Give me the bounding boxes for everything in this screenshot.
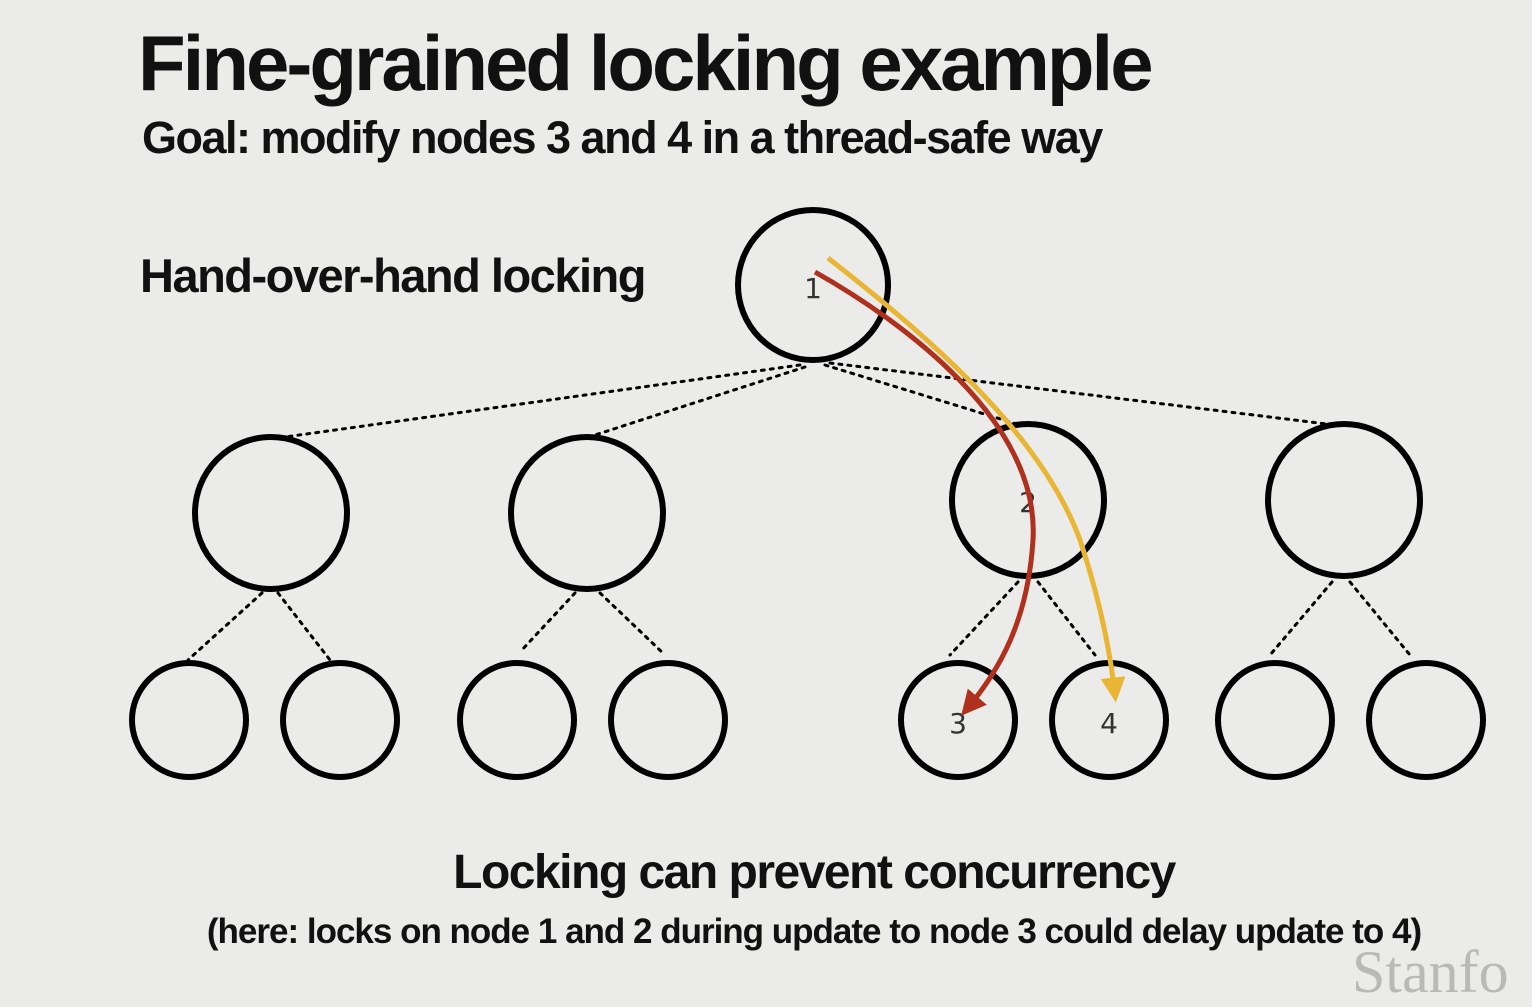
node-label-3: 3 [949, 707, 967, 740]
node-label-1: 1 [804, 272, 822, 305]
lock-path-arrow-to-node-3 [813, 269, 1036, 716]
caption-main: Locking can prevent concurrency [453, 846, 1176, 899]
edge-n2-l3 [518, 591, 577, 654]
tree-node [1265, 421, 1423, 579]
caption-sub: (here: locks on node 1 and 2 during upda… [206, 912, 1422, 951]
edge-root-n4 [828, 361, 1337, 427]
lock-path-arrow-to-node-4 [826, 256, 1126, 703]
stanford-watermark: Stanfo [1352, 939, 1509, 1005]
node-label-4: 4 [1100, 707, 1118, 740]
tree-node [508, 434, 666, 592]
tree-node [1366, 660, 1486, 780]
edge-n4-l8 [1348, 580, 1412, 657]
tree-node [280, 660, 400, 780]
edge-n1-l1 [186, 591, 264, 662]
edge-node2-node4 [1036, 580, 1097, 657]
tree-node [608, 660, 728, 780]
tree-node-3 [898, 660, 1018, 780]
slide-title: Fine-grained locking example [138, 19, 1154, 107]
tree-node [129, 660, 249, 780]
tree-node-1 [735, 207, 891, 363]
edge-n2-l4 [598, 591, 667, 657]
edge-n4-l7 [1268, 580, 1334, 657]
tree-node [457, 660, 577, 780]
side-label: Hand-over-hand locking [140, 249, 646, 302]
edge-n1-l2 [276, 591, 332, 662]
tree-node [1215, 660, 1335, 780]
edge-node2-node3 [948, 580, 1020, 657]
slide-subtitle: Goal: modify nodes 3 and 4 in a thread-s… [142, 112, 1103, 163]
tree-node [192, 434, 350, 592]
edge-root-n1 [283, 363, 802, 439]
tree-diagram: 1 2 3 4 [129, 207, 1486, 780]
edge-root-n2 [593, 365, 807, 437]
